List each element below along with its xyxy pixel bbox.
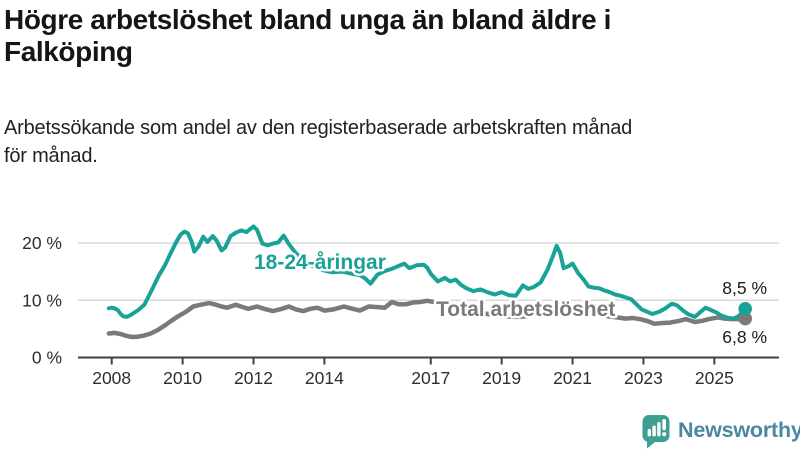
newsworthy-logo: Newsworthy <box>641 411 800 449</box>
x-tick-label-2010: 2010 <box>163 368 202 388</box>
line-18-24-aringar <box>106 224 748 321</box>
newsworthy-icon <box>642 414 670 448</box>
x-tick-label-2017: 2017 <box>411 368 450 388</box>
y-axis-labels: 0 % 10 % 20 % <box>22 233 62 368</box>
x-tick-label-2019: 2019 <box>482 368 521 388</box>
x-tick-label-2025: 2025 <box>695 368 734 388</box>
y-tick-label-20: 20 % <box>22 233 62 253</box>
chart-title-line-1: Högre arbetslöshet bland unga än bland ä… <box>4 4 612 35</box>
end-value-total: 6,8 % <box>722 327 767 347</box>
x-tick-label-2012: 2012 <box>234 368 273 388</box>
y-tick-label-10: 10 % <box>22 290 62 310</box>
chart-title: Högre arbetslöshet bland unga än bland ä… <box>4 4 784 68</box>
chart-title-line-2: Falköping <box>4 36 133 67</box>
newsworthy-logo-text: Newsworthy <box>678 417 800 442</box>
x-tick-label-2021: 2021 <box>553 368 592 388</box>
end-dot-total <box>738 311 752 326</box>
chart-subtitle-line-1: Arbetssökande som andel av den registerb… <box>4 117 633 139</box>
end-value-young: 8,5 % <box>722 278 767 298</box>
chart-subtitle-line-2: för månad. <box>4 145 98 167</box>
x-tick-label-2008: 2008 <box>92 368 131 388</box>
x-tick-label-2014: 2014 <box>305 368 344 388</box>
series-label-young: 18-24-åringar <box>254 251 386 274</box>
end-dot-young <box>738 302 752 316</box>
y-tick-label-0: 0 % <box>32 348 62 368</box>
chart-subtitle: Arbetssökande som andel av den registerb… <box>4 114 796 170</box>
x-tick-label-2023: 2023 <box>624 368 663 388</box>
x-axis: 2008 2010 2012 2014 2017 2019 2021 2023 2025 <box>78 356 779 388</box>
series-label-total: Total arbetslöshet <box>436 298 615 321</box>
line-total-arbetsloshet <box>106 298 748 340</box>
